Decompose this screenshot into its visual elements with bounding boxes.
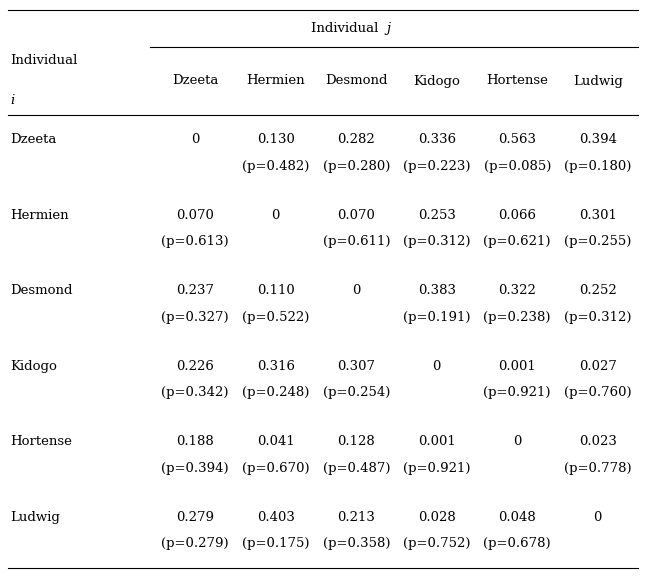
Text: 0: 0 xyxy=(271,209,280,222)
Text: (p=0.279): (p=0.279) xyxy=(162,537,229,550)
Text: (p=0.358): (p=0.358) xyxy=(322,537,390,550)
Text: Individual: Individual xyxy=(10,54,78,68)
Text: 0.130: 0.130 xyxy=(257,133,295,147)
Text: 0.070: 0.070 xyxy=(176,209,214,222)
Text: 0.307: 0.307 xyxy=(337,360,375,373)
Text: 0: 0 xyxy=(594,511,602,524)
Text: (p=0.394): (p=0.394) xyxy=(162,462,229,475)
Text: (p=0.611): (p=0.611) xyxy=(322,235,390,248)
Text: Kidogo: Kidogo xyxy=(413,74,460,88)
Text: Desmond: Desmond xyxy=(325,74,388,88)
Text: 0.237: 0.237 xyxy=(176,284,214,297)
Text: Hermien: Hermien xyxy=(10,209,68,222)
Text: j: j xyxy=(386,22,391,35)
Text: (p=0.522): (p=0.522) xyxy=(242,311,309,324)
Text: 0.252: 0.252 xyxy=(579,284,617,297)
Text: 0.070: 0.070 xyxy=(337,209,375,222)
Text: (p=0.223): (p=0.223) xyxy=(403,160,470,173)
Text: (p=0.312): (p=0.312) xyxy=(564,311,632,324)
Text: 0.066: 0.066 xyxy=(498,209,536,222)
Text: 0: 0 xyxy=(191,133,200,147)
Text: (p=0.280): (p=0.280) xyxy=(322,160,390,173)
Text: 0.128: 0.128 xyxy=(337,436,375,448)
Text: Hortense: Hortense xyxy=(486,74,548,88)
Text: 0: 0 xyxy=(352,284,360,297)
Text: (p=0.760): (p=0.760) xyxy=(564,387,632,399)
Text: (p=0.621): (p=0.621) xyxy=(483,235,551,248)
Text: (p=0.487): (p=0.487) xyxy=(322,462,390,475)
Text: (p=0.482): (p=0.482) xyxy=(242,160,309,173)
Text: Hortense: Hortense xyxy=(10,436,72,448)
Text: Dzeeta: Dzeeta xyxy=(172,74,218,88)
Text: (p=0.670): (p=0.670) xyxy=(242,462,309,475)
Text: 0: 0 xyxy=(433,360,441,373)
Text: 0.253: 0.253 xyxy=(418,209,455,222)
Text: 0.563: 0.563 xyxy=(498,133,536,147)
Text: Ludwig: Ludwig xyxy=(10,511,60,524)
Text: (p=0.327): (p=0.327) xyxy=(162,311,229,324)
Text: Kidogo: Kidogo xyxy=(10,360,57,373)
Text: Ludwig: Ludwig xyxy=(573,74,623,88)
Text: 0.001: 0.001 xyxy=(418,436,455,448)
Text: 0.188: 0.188 xyxy=(176,436,214,448)
Text: (p=0.238): (p=0.238) xyxy=(483,311,551,324)
Text: (p=0.752): (p=0.752) xyxy=(403,537,470,550)
Text: 0.041: 0.041 xyxy=(257,436,295,448)
Text: (p=0.180): (p=0.180) xyxy=(564,160,631,173)
Text: 0.322: 0.322 xyxy=(498,284,536,297)
Text: 0.001: 0.001 xyxy=(498,360,536,373)
Text: 0.383: 0.383 xyxy=(418,284,455,297)
Text: (p=0.248): (p=0.248) xyxy=(242,387,309,399)
Text: (p=0.255): (p=0.255) xyxy=(564,235,631,248)
Text: 0: 0 xyxy=(513,436,521,448)
Text: (p=0.778): (p=0.778) xyxy=(564,462,632,475)
Text: (p=0.085): (p=0.085) xyxy=(484,160,551,173)
Text: 0.282: 0.282 xyxy=(337,133,375,147)
Text: (p=0.191): (p=0.191) xyxy=(403,311,470,324)
Text: 0.316: 0.316 xyxy=(256,360,295,373)
Text: (p=0.613): (p=0.613) xyxy=(162,235,229,248)
Text: Desmond: Desmond xyxy=(10,284,72,297)
Text: 0.110: 0.110 xyxy=(257,284,295,297)
Text: 0.213: 0.213 xyxy=(337,511,375,524)
Text: (p=0.342): (p=0.342) xyxy=(162,387,229,399)
Text: 0.048: 0.048 xyxy=(498,511,536,524)
Text: (p=0.921): (p=0.921) xyxy=(483,387,551,399)
Text: (p=0.678): (p=0.678) xyxy=(483,537,551,550)
Text: Individual: Individual xyxy=(311,22,386,35)
Text: 0.023: 0.023 xyxy=(579,436,617,448)
Text: (p=0.312): (p=0.312) xyxy=(403,235,470,248)
Text: 0.394: 0.394 xyxy=(579,133,617,147)
Text: Dzeeta: Dzeeta xyxy=(10,133,56,147)
Text: i: i xyxy=(10,95,14,107)
Text: Hermien: Hermien xyxy=(246,74,305,88)
Text: (p=0.254): (p=0.254) xyxy=(322,387,390,399)
Text: 0.403: 0.403 xyxy=(257,511,295,524)
Text: 0.336: 0.336 xyxy=(418,133,456,147)
Text: 0.027: 0.027 xyxy=(579,360,617,373)
Text: 0.279: 0.279 xyxy=(176,511,214,524)
Text: 0.028: 0.028 xyxy=(418,511,455,524)
Text: (p=0.921): (p=0.921) xyxy=(403,462,470,475)
Text: 0.226: 0.226 xyxy=(176,360,214,373)
Text: (p=0.175): (p=0.175) xyxy=(242,537,309,550)
Text: 0.301: 0.301 xyxy=(579,209,617,222)
